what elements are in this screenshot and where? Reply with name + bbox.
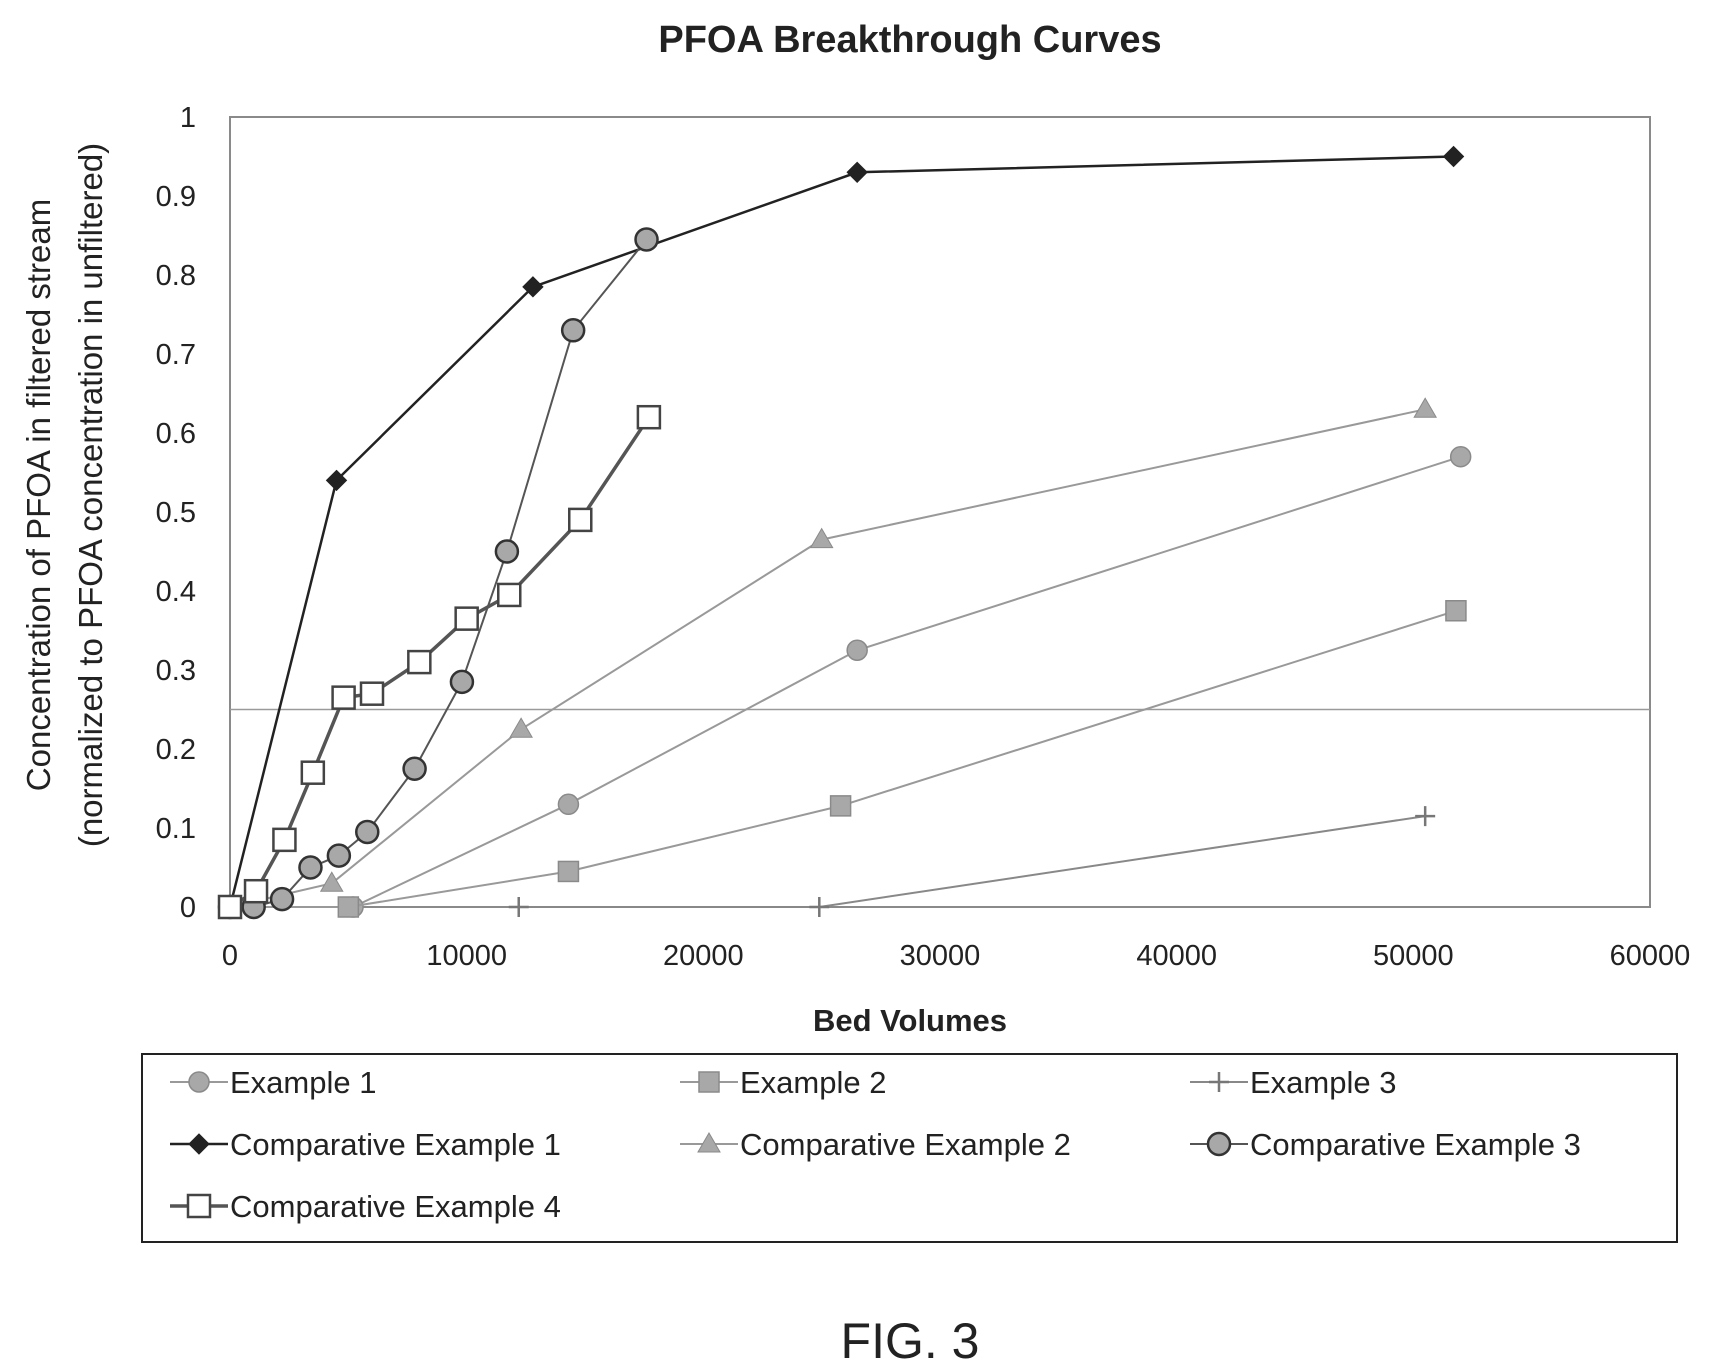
data-point (1415, 806, 1436, 827)
data-point (1442, 145, 1465, 168)
legend-marker (1209, 1072, 1229, 1092)
legend-marker (697, 1132, 721, 1153)
y-axis-title-line-1: Concentration of PFOA in filtered stream (20, 199, 57, 791)
series-line (230, 238, 648, 908)
y-tick-labels: 0 0.1 0.2 0.3 0.4 0.5 0.6 0.7 0.8 0.9 1 (156, 102, 196, 924)
data-point (1413, 397, 1438, 418)
y-tick-label: 0.1 (156, 813, 196, 845)
x-tick-label: 60000 (1610, 940, 1691, 972)
legend-label: Example 2 (740, 1065, 886, 1100)
series-line (228, 155, 1454, 908)
data-point (1449, 445, 1472, 468)
data-point (454, 606, 479, 631)
x-tick-label: 20000 (663, 940, 744, 972)
data-point (449, 669, 475, 695)
data-point (497, 582, 522, 608)
data-point (846, 161, 868, 184)
y-axis-title-line-2: (normalized to PFOA concentration in unf… (72, 143, 109, 847)
data-point (557, 793, 580, 816)
legend-label: Comparative Example 2 (740, 1127, 1071, 1162)
data-point (568, 507, 593, 533)
y-tick-label: 0.4 (156, 576, 196, 608)
legend-box (141, 1053, 1678, 1243)
legend-entry: Comparative Example 4 (170, 1189, 561, 1224)
x-tick-label: 30000 (900, 940, 981, 972)
legend-entry: Comparative Example 1 (170, 1127, 561, 1162)
data-point (560, 318, 586, 343)
y-tick-label: 0.5 (156, 497, 196, 529)
data-point (272, 827, 297, 853)
legend: Example 1 Example 2 Example 3 Comparative E… (170, 1065, 1581, 1224)
legend-marker (1206, 1131, 1232, 1157)
x-tick-labels: 0 10000 20000 30000 40000 50000 60000 (222, 940, 1690, 972)
legend-label: Example 3 (1250, 1065, 1396, 1100)
y-tick-label: 0.9 (156, 181, 196, 213)
legend-entry: Example 1 (170, 1065, 376, 1100)
series-line (518, 815, 1426, 908)
chart-title: PFOA Breakthrough Curves (658, 19, 1161, 61)
data-point (634, 227, 659, 252)
series-comparative-example-4 (217, 404, 662, 920)
series-comparative-example-3 (217, 227, 659, 920)
data-point (809, 527, 834, 549)
series-example-2 (219, 600, 1467, 918)
data-point (402, 756, 427, 781)
series-layer (217, 145, 1472, 920)
legend-label: Comparative Example 4 (230, 1189, 561, 1224)
x-axis-title: Bed Volumes (813, 1003, 1007, 1038)
data-point (243, 878, 269, 904)
legend-label: Comparative Example 1 (230, 1127, 561, 1162)
legend-entry: Comparative Example 3 (1190, 1127, 1581, 1162)
y-tick-label: 0.3 (156, 655, 196, 687)
x-tick-label: 0 (222, 940, 238, 972)
data-point (325, 469, 348, 492)
data-point (809, 897, 830, 917)
data-point (636, 404, 662, 430)
x-tick-label: 50000 (1373, 940, 1454, 972)
legend-marker (188, 1133, 210, 1155)
series-example-3 (508, 806, 1436, 917)
legend-entry: Example 3 (1190, 1065, 1396, 1100)
data-point (337, 896, 360, 918)
data-point (508, 897, 529, 917)
series-example-1 (219, 445, 1472, 918)
data-point (300, 760, 326, 785)
data-point (331, 685, 356, 710)
data-point (509, 717, 533, 738)
y-tick-label: 0.6 (156, 418, 196, 450)
y-tick-label: 0 (180, 892, 196, 924)
data-point (557, 860, 580, 883)
data-point (359, 681, 385, 706)
data-point (1445, 600, 1467, 622)
data-point (846, 639, 868, 661)
y-tick-label: 0.7 (156, 339, 196, 371)
data-point (522, 276, 544, 298)
series-comparative-example-2 (218, 397, 1438, 916)
data-point (269, 886, 295, 912)
legend-marker (698, 1071, 720, 1093)
legend-entry: Comparative Example 2 (680, 1127, 1071, 1162)
y-axis-title: Concentration of PFOA in filtered stream… (20, 143, 109, 847)
plot-area (229, 116, 1651, 908)
y-tick-label: 1 (180, 102, 196, 134)
data-point (217, 894, 243, 920)
data-point (829, 795, 852, 817)
figure-label: FIG. 3 (841, 1313, 980, 1369)
y-tick-label: 0.8 (156, 260, 196, 292)
data-point (326, 843, 352, 868)
data-point (494, 539, 520, 564)
legend-label: Example 1 (230, 1065, 376, 1100)
legend-entry: Example 2 (680, 1065, 886, 1100)
data-point (298, 855, 323, 880)
legend-label: Comparative Example 3 (1250, 1127, 1581, 1162)
data-point (319, 871, 344, 892)
legend-marker (186, 1193, 212, 1219)
x-tick-label: 10000 (426, 940, 507, 972)
data-point (355, 819, 380, 845)
y-tick-label: 0.2 (156, 734, 196, 766)
legend-marker (188, 1071, 210, 1093)
x-tick-label: 40000 (1136, 940, 1217, 972)
data-point (407, 649, 432, 675)
